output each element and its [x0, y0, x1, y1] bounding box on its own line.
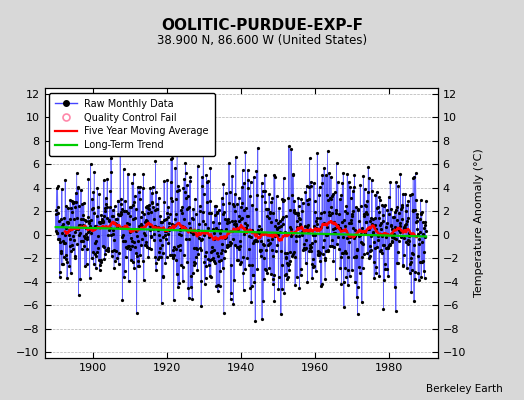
Text: Berkeley Earth: Berkeley Earth	[427, 384, 503, 394]
Text: OOLITIC-PURDUE-EXP-F: OOLITIC-PURDUE-EXP-F	[161, 18, 363, 33]
Text: 38.900 N, 86.600 W (United States): 38.900 N, 86.600 W (United States)	[157, 34, 367, 47]
Y-axis label: Temperature Anomaly (°C): Temperature Anomaly (°C)	[474, 149, 484, 297]
Legend: Raw Monthly Data, Quality Control Fail, Five Year Moving Average, Long-Term Tren: Raw Monthly Data, Quality Control Fail, …	[49, 93, 215, 156]
